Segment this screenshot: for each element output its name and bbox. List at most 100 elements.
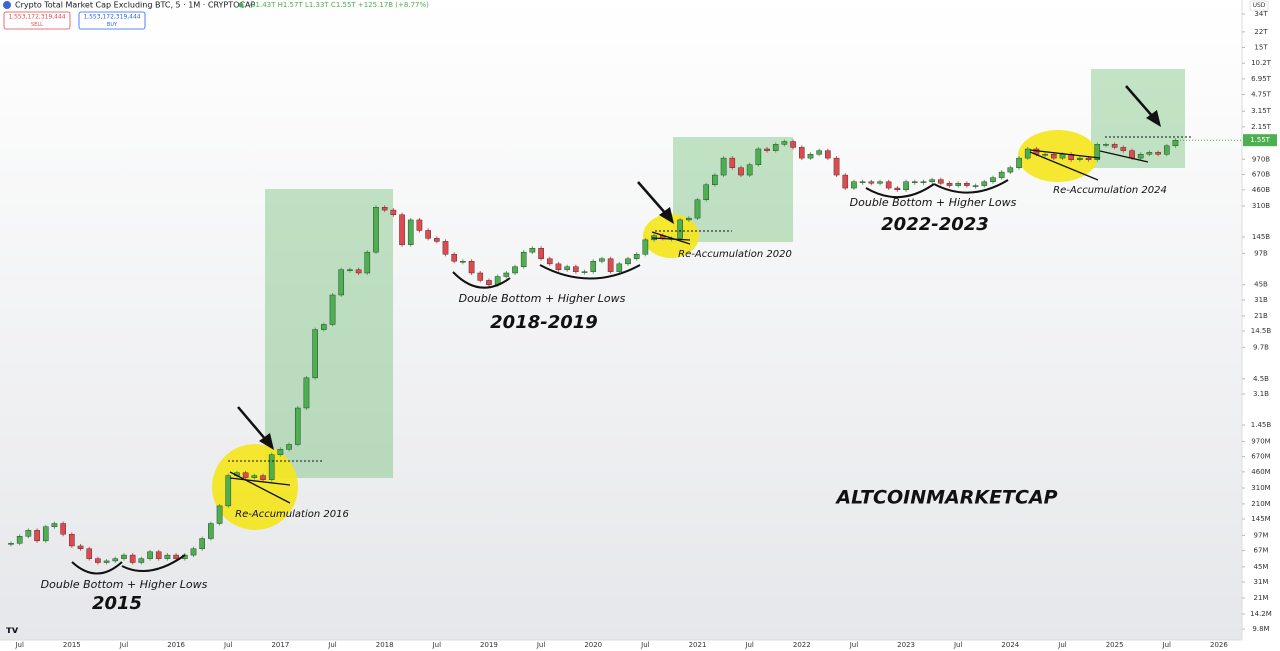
candle-body [1007,167,1014,173]
candle-body [955,183,962,186]
candle-body [147,551,153,559]
trend-line [651,231,691,245]
candle-body [303,377,310,409]
y-tick-label: 970M [1251,437,1270,445]
candle-body [434,238,440,242]
candle-body [599,258,605,262]
highlight-box [265,189,393,478]
sell-price: 1,553,172,319,444 [8,14,65,21]
y-tick-label: 460B [1252,186,1270,194]
candle-body [807,153,814,159]
candle-body [112,558,119,562]
x-tick-label: Jul [14,641,24,649]
annotation: 2022-2023 [881,214,989,235]
candle-body [34,530,40,542]
candle-body [329,294,336,325]
buy-button[interactable] [78,11,146,30]
candle-body [694,199,701,219]
candle-body [868,181,875,184]
candle-body [772,144,779,151]
x-tick-label: 2022 [793,641,811,649]
buy-label: BUY [107,22,118,28]
candle-body [486,280,492,285]
currency-button[interactable] [1249,0,1269,11]
sell-button[interactable] [3,11,71,30]
candle-body [781,141,788,145]
last-price-box [1243,134,1277,147]
candle-body [1059,153,1066,159]
candle-body [1120,147,1127,151]
candle-body [946,183,953,186]
annotation: 2015 [92,593,142,614]
candle-body [16,536,23,544]
x-tick-label: 2017 [271,641,289,649]
candle-body [816,150,822,155]
y-tick-label: 310B [1252,202,1270,210]
candle-body [286,444,292,450]
y-tick-label: 45M [1254,563,1269,571]
y-tick-label: 670M [1251,453,1270,461]
arrow-head [259,433,274,450]
candle-body [938,179,944,184]
candle-body [355,269,362,274]
candle-body [790,141,796,148]
candle-body [616,263,623,272]
candle-body [1077,157,1083,160]
annotation: Re-Accumulation 2016 [235,509,349,520]
y-tick-label: 310M [1251,484,1270,492]
y-tick-label: 31B [1254,296,1268,304]
candle-body [8,543,14,545]
y-tick-label: 3.1B [1253,390,1269,398]
candle-body [199,538,205,549]
y-tick-label: 14.5B [1251,327,1272,335]
last-price-label: 1.55T [1250,136,1271,144]
sell-label: SELL [31,22,43,28]
candle-body [268,454,275,480]
x-tick-label: Jul [327,641,337,649]
candle-body [825,150,831,159]
trend-line [1099,150,1149,163]
candle-body [208,523,214,539]
curve [452,271,511,289]
candle-body [520,251,527,267]
x-tick-label: 2026 [1210,641,1228,649]
y-tick-label: 210M [1251,500,1270,508]
y-tick-label: 4.5B [1253,375,1269,383]
candle-body [42,526,49,542]
x-tick-label: Jul [432,641,442,649]
highlight-box [1091,69,1185,168]
x-tick-label: Jul [119,641,129,649]
candle-body [451,254,457,262]
annotation: 2018-2019 [490,312,598,333]
candle-body [164,554,171,559]
x-tick-label: 2016 [167,641,185,649]
arrow [1125,85,1154,118]
candle-body [990,177,996,182]
highlight-circle [643,214,699,258]
candle-body [851,181,857,189]
y-tick-label: 22T [1254,28,1268,36]
annotation: Double Bottom + Higher Lows [850,196,1017,209]
candle-body [564,266,570,270]
candle-body [625,258,631,265]
y-tick-label: 34T [1254,10,1268,18]
candle-body [190,548,197,556]
candle-body [546,258,553,265]
symbol-icon [3,1,11,9]
candle-body [746,164,753,176]
candle-body [972,185,979,187]
x-tick-label: 2018 [376,641,394,649]
candle-body [25,530,32,537]
y-tick-label: 21M [1254,594,1269,602]
candle-body [555,263,562,270]
candle-body [573,266,579,272]
candle-body [321,324,327,330]
candle-body [95,558,101,563]
candle-body [1111,144,1118,148]
curve [933,179,1009,194]
candle-body [381,207,388,211]
pattern-drawings [71,136,1192,575]
candle-body [920,181,927,183]
x-tick-label: Jul [536,641,546,649]
candle-body [347,269,353,271]
